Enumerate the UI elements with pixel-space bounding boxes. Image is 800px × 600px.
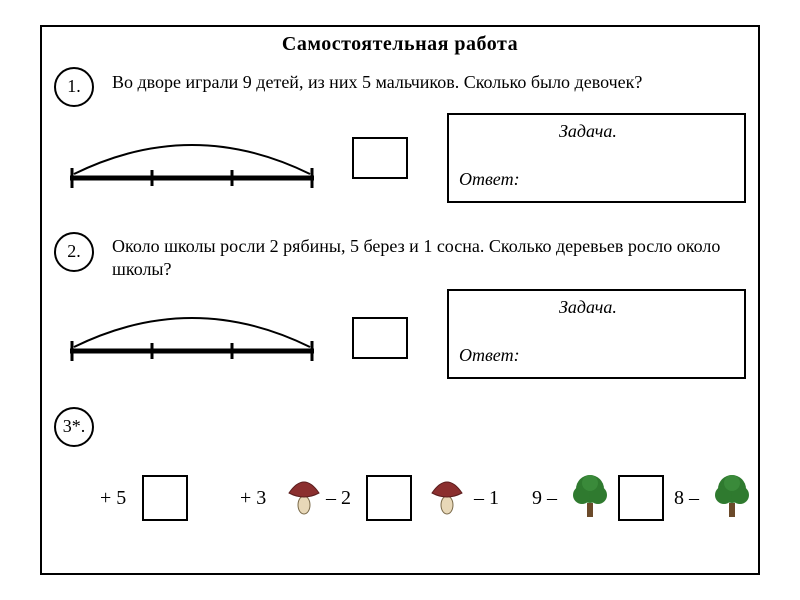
tree-icon-2 [712,471,752,519]
diagram-2 [62,295,322,365]
problem-2-number: 2. [54,232,94,272]
worksheet-title: Самостоятельная работа [42,33,758,56]
mushroom-icon-1 [287,475,321,515]
box-3[interactable] [618,475,664,521]
problem-2-answer-box: Задача. Ответ: [447,289,746,379]
diagram-1 [62,122,322,192]
problem-2-zadacha-label: Задача. [559,297,617,318]
box-1[interactable] [142,475,188,521]
mushroom-icon-2 [430,475,464,515]
op-1: + 5 [100,487,126,510]
op-6: 8 – [674,487,699,510]
tree-icon-1 [570,471,610,519]
problem-2-text: Около школы росли 2 рябины, 5 берез и 1 … [112,235,742,280]
worksheet-frame: Самостоятельная работа 1. Во дворе играл… [40,25,760,575]
op-5: 9 – [532,487,557,510]
problem-1-answer-box: Задача. Ответ: [447,113,746,203]
op-4: – 1 [474,487,499,510]
problem-1-zadacha-label: Задача. [559,121,617,142]
problem-1-number: 1. [54,67,94,107]
problem-2-otvet-label: Ответ: [459,345,520,366]
op-2: + 3 [240,487,266,510]
op-3: – 2 [326,487,351,510]
box-2[interactable] [366,475,412,521]
problem-2-result-box[interactable] [352,317,408,359]
problem-1-text: Во дворе играли 9 детей, из них 5 мальчи… [112,71,742,94]
problem-3-number: 3*. [54,407,94,447]
problem-1-result-box[interactable] [352,137,408,179]
problem-1-otvet-label: Ответ: [459,169,520,190]
